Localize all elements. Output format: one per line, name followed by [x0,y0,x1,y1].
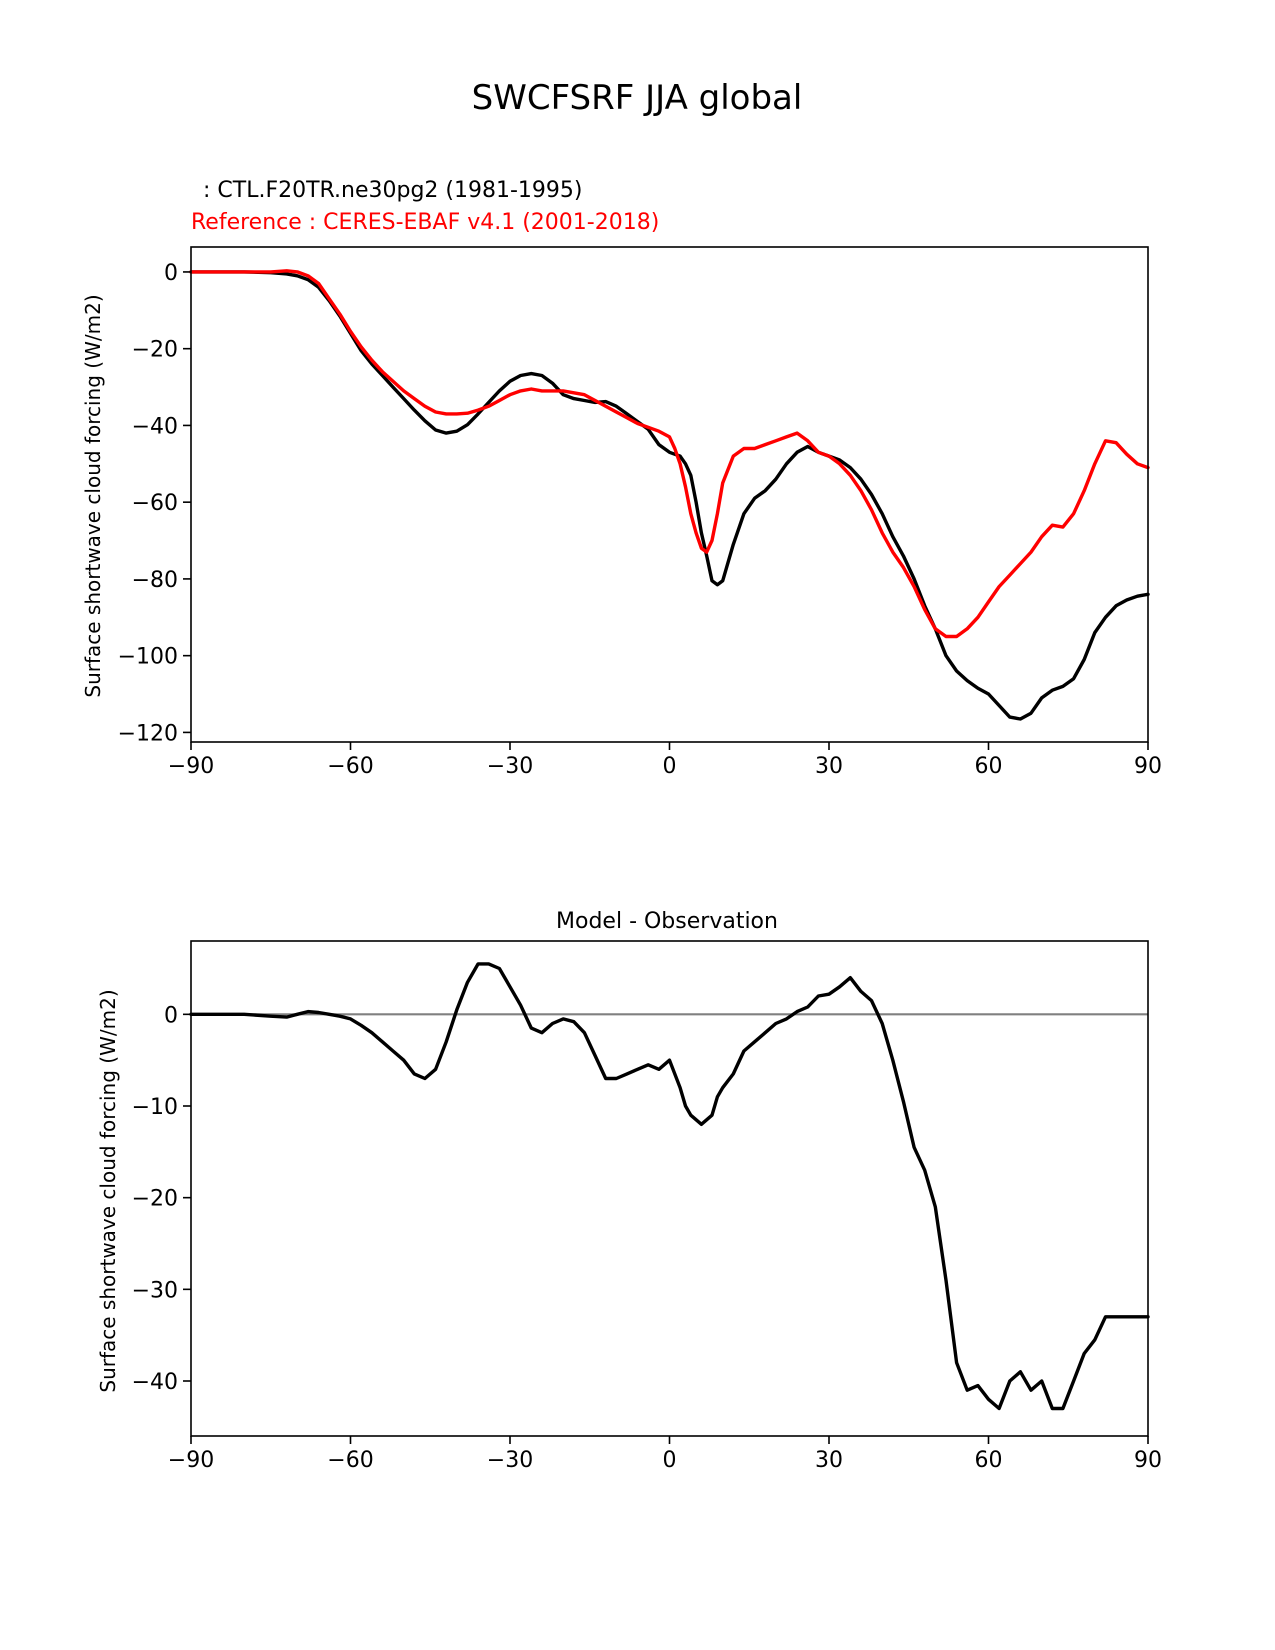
bottom-y-tick-label: −40 [132,1370,178,1395]
bottom-series-line-model [189,962,1150,1411]
bottom-x-tick-label: 30 [815,1448,843,1473]
top-panel-ylabel: Surface shortwave cloud forcing (W/m2) [81,294,105,697]
bottom-x-tick-label: −30 [487,1448,533,1473]
top-y-tick-label: −100 [118,645,178,670]
bottom-x-tick-label: 0 [663,1448,677,1473]
top-x-tick-label: 0 [663,754,677,779]
bottom-y-tick-label: −30 [132,1278,178,1303]
top-x-tick-label: −60 [327,754,373,779]
top-y-tick-label: −40 [132,414,178,439]
top-y-tick-label: −20 [132,338,178,363]
bottom-panel-title: Model - Observation [556,909,778,934]
bottom-panel: Model - Observation Surface shortwave cl… [96,909,1162,1473]
top-panel-plot: −90 −60 −30 0 30 60 90 0 −20 −40 −60 −80 −100 −120 [118,246,1162,779]
top-x-tick-label: 30 [815,754,843,779]
bottom-x-tick-label: 90 [1134,1448,1162,1473]
bottom-panel-plot: −90 −60 −30 0 30 60 90 0 −10 −20 −30 −40 [132,940,1162,1473]
bottom-y-tick-label: −10 [132,1095,178,1120]
model-legend-label: : CTL.F20TR.ne30pg2 (1981-1995) [196,178,583,203]
top-y-tick-label: −120 [118,721,178,746]
bottom-panel-ylabel: Surface shortwave cloud forcing (W/m2) [96,989,120,1392]
figure-title: SWCFSRF JJA global [472,78,803,118]
top-axes-frame [190,246,1149,743]
top-y-tick-label: −80 [132,568,178,593]
top-panel: Surface shortwave cloud forcing (W/m2) −… [81,246,1162,779]
bottom-x-tick-label: −90 [168,1448,214,1473]
top-y-tick-label: −60 [132,491,178,516]
bottom-y-tick-label: −20 [132,1187,178,1212]
bottom-y-tick-label: 0 [164,1003,178,1028]
bottom-x-tick-label: −60 [327,1448,373,1473]
top-y-tick-label: 0 [164,261,178,286]
bottom-x-tick-label: 60 [975,1448,1003,1473]
top-series-line-model [189,270,1150,721]
top-x-tick-label: 90 [1134,754,1162,779]
top-x-tick-label: 60 [975,754,1003,779]
top-x-tick-label: −30 [487,754,533,779]
top-x-tick-label: −90 [168,754,214,779]
top-series-line-reference [189,269,1150,639]
reference-legend-label: Reference : CERES-EBAF v4.1 (2001-2018) [191,210,659,235]
